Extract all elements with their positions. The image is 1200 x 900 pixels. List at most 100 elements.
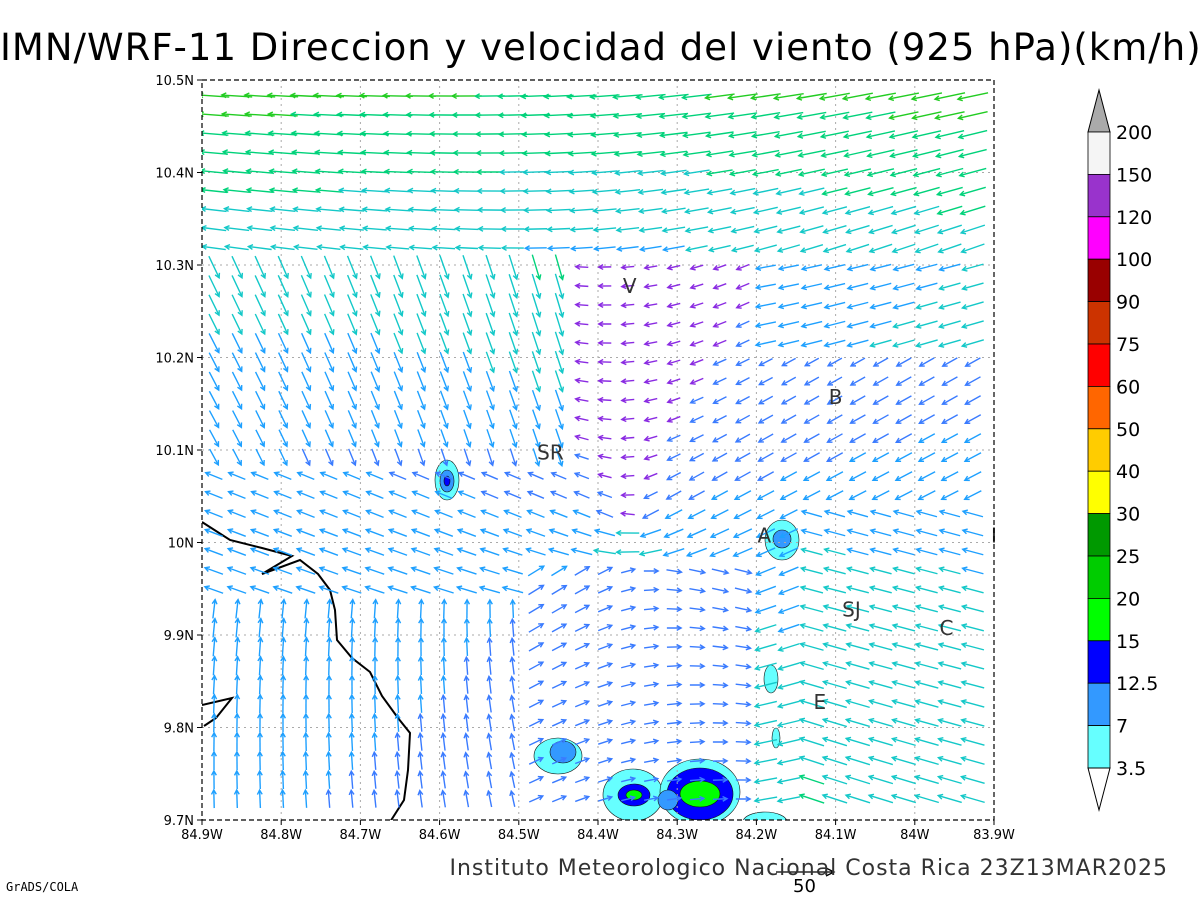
- coastline-path: [202, 521, 412, 820]
- wind-arrow: [226, 585, 247, 594]
- wind-arrow-head: [868, 698, 875, 705]
- wind-arrow-head: [914, 699, 921, 705]
- wind-arrow-shaft: [661, 169, 687, 175]
- wind-arrow: [574, 282, 589, 289]
- wind-arrow-shaft: [208, 255, 220, 279]
- wind-arrow-head: [960, 680, 967, 686]
- wind-arrow-shaft: [208, 275, 220, 297]
- wind-arrow-shaft: [824, 264, 846, 270]
- wind-arrow-head: [869, 566, 876, 573]
- wind-arrow-shaft: [411, 567, 431, 575]
- wind-arrow-head: [443, 422, 449, 430]
- wind-arrow-head: [245, 168, 252, 175]
- wind-arrow-shaft: [545, 132, 573, 136]
- wind-arrow-head: [653, 624, 660, 631]
- wind-arrow-head: [662, 551, 669, 557]
- wind-arrow-head: [712, 322, 719, 328]
- wind-arrow: [508, 254, 519, 281]
- wind-arrow: [394, 655, 401, 676]
- wind-arrow-head: [776, 740, 784, 747]
- wind-arrow-head: [486, 770, 493, 777]
- wind-arrow: [753, 681, 777, 690]
- wind-arrow-shaft: [531, 351, 541, 373]
- wind-arrow-head: [734, 437, 742, 443]
- wind-arrow-head: [538, 603, 545, 610]
- wind-arrow-shaft: [621, 417, 635, 421]
- wind-arrow: [735, 339, 750, 347]
- wind-arrow-shaft: [712, 433, 728, 443]
- wind-arrow-shaft: [510, 771, 516, 789]
- wind-arrow-shaft: [916, 605, 938, 613]
- wind-arrow-shaft: [591, 151, 619, 155]
- wind-arrow-head: [583, 719, 591, 725]
- wind-arrow-head: [432, 585, 440, 592]
- wind-arrow: [960, 604, 984, 613]
- wind-arrow: [826, 395, 843, 405]
- wind-arrow-shaft: [593, 208, 617, 212]
- wind-arrow-head: [941, 399, 948, 405]
- wind-arrow: [872, 376, 889, 386]
- wind-arrow: [734, 471, 751, 481]
- wind-arrow: [643, 624, 660, 631]
- wind-arrow-head: [613, 150, 620, 157]
- wind-arrow-shaft: [254, 255, 266, 279]
- wind-arrow-shaft: [435, 509, 453, 519]
- wind-arrow-head: [941, 361, 948, 367]
- wind-arrow: [433, 547, 454, 556]
- wind-arrow-head: [537, 680, 545, 686]
- wind-arrow: [290, 130, 321, 137]
- wind-arrow-shaft: [713, 264, 727, 270]
- wind-arrow-shaft: [643, 721, 659, 725]
- wind-arrow-head: [440, 655, 447, 662]
- wind-arrow-head: [689, 436, 696, 443]
- wind-arrow-head: [845, 661, 852, 667]
- wind-arrow-head: [260, 366, 266, 373]
- wind-arrow-head: [226, 566, 234, 572]
- wind-arrow-head: [848, 494, 855, 501]
- wind-arrow: [387, 585, 408, 594]
- wind-arrow: [619, 510, 635, 517]
- wind-arrow: [257, 617, 264, 638]
- wind-arrow-shaft: [524, 209, 548, 211]
- wind-arrow: [302, 750, 309, 771]
- wind-arrow-head: [676, 587, 683, 594]
- wind-arrow-shaft: [350, 713, 354, 733]
- wind-arrow-head: [704, 132, 712, 139]
- wind-arrow: [501, 585, 524, 594]
- wind-arrow-head: [394, 674, 401, 681]
- wind-arrow-head: [620, 416, 627, 423]
- place-label: A: [757, 524, 771, 548]
- wind-arrow-shaft: [961, 662, 985, 670]
- wind-arrow-head: [917, 437, 925, 443]
- wind-arrow-shaft: [347, 294, 357, 316]
- wind-arrow-head: [522, 188, 529, 195]
- wind-arrow-head: [722, 587, 730, 594]
- wind-arrow-shaft: [432, 227, 456, 231]
- wind-arrow-head: [305, 459, 311, 467]
- wind-arrow-head: [244, 149, 252, 156]
- wind-arrow: [964, 395, 981, 405]
- wind-arrow-shaft: [799, 187, 825, 195]
- wind-arrow-head: [417, 674, 424, 681]
- wind-arrow-shaft: [510, 791, 516, 807]
- wind-arrow: [293, 244, 318, 251]
- wind-arrow: [963, 433, 982, 443]
- wind-arrow: [387, 528, 408, 537]
- wind-arrow: [417, 712, 424, 732]
- wind-arrow: [272, 547, 293, 556]
- wind-arrow-head: [560, 680, 568, 687]
- wind-arrow-head: [606, 624, 614, 630]
- wind-arrow-head: [279, 788, 286, 795]
- wind-arrow-head: [318, 585, 325, 591]
- wind-arrow-head: [525, 528, 533, 534]
- wind-arrow-shaft: [872, 490, 890, 500]
- wind-arrow-head: [463, 732, 470, 739]
- wind-arrow-head: [561, 584, 568, 591]
- wind-arrow-shaft: [235, 599, 239, 619]
- wind-arrow-head: [802, 475, 810, 481]
- wind-arrow: [486, 636, 493, 656]
- wind-arrow-shaft: [961, 624, 985, 632]
- wind-arrow: [688, 490, 705, 500]
- wind-arrow-shaft: [893, 548, 915, 556]
- wind-arrow: [636, 169, 664, 176]
